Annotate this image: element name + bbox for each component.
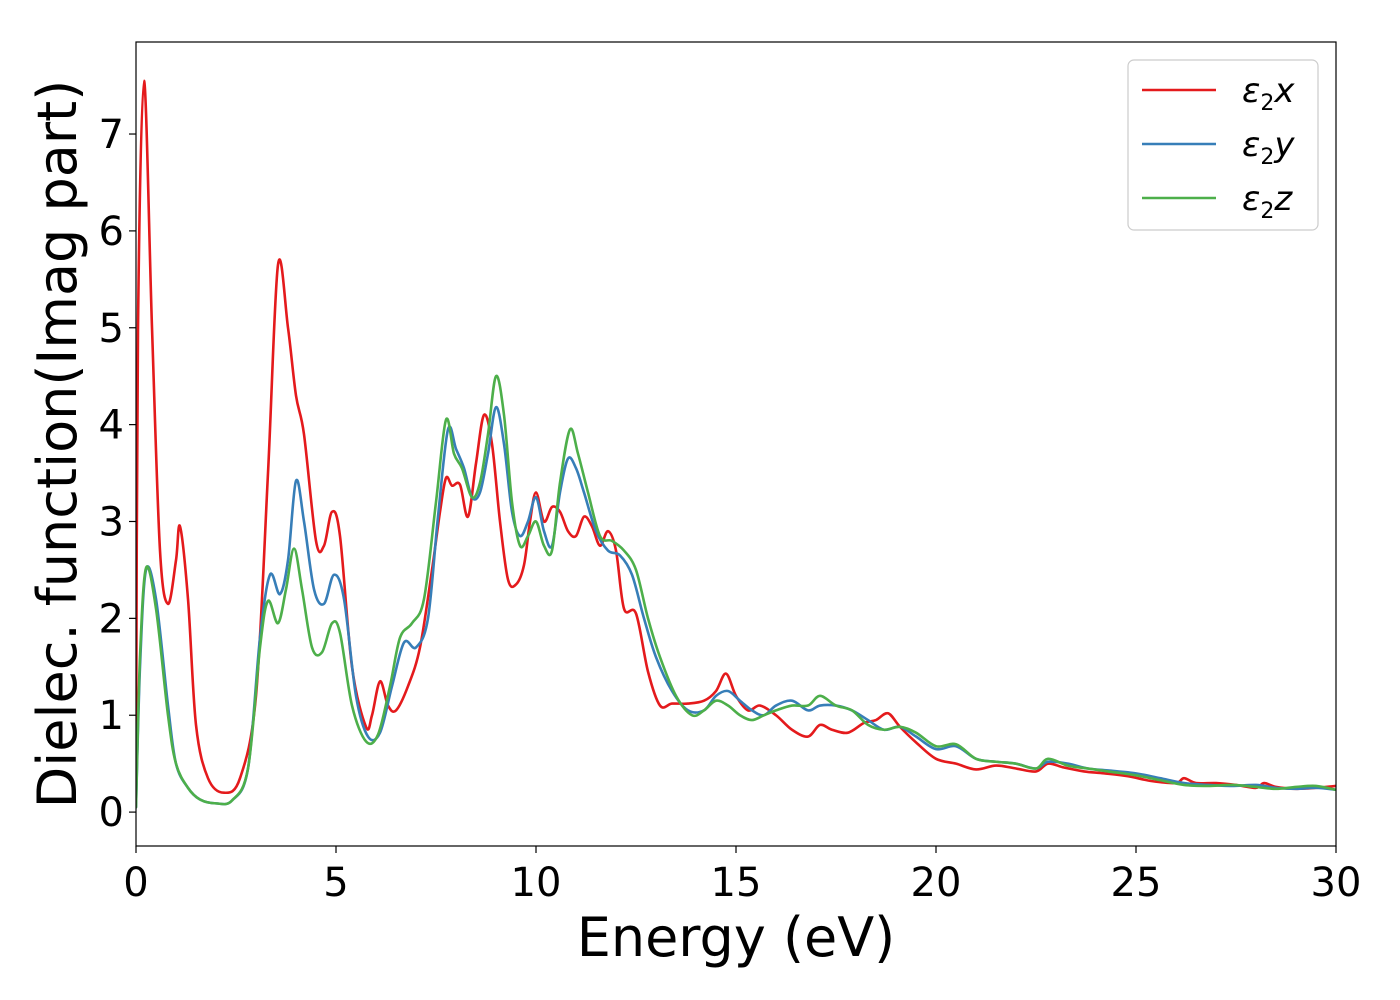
x-axis-title: Energy (eV) [577, 906, 896, 969]
x-tick-label: 25 [1111, 860, 1162, 906]
x-tick-label: 5 [323, 860, 348, 906]
x-tick-label: 0 [123, 860, 148, 906]
y-tick-label: 6 [99, 209, 124, 255]
x-tick-label: 20 [911, 860, 962, 906]
y-tick-label: 7 [99, 112, 124, 158]
y-tick-label: 3 [99, 499, 124, 545]
series-line-z [136, 374, 1336, 809]
y-tick-label: 2 [99, 596, 124, 642]
x-tick-label: 15 [711, 860, 762, 906]
series-layer [136, 79, 1336, 809]
legend-label-z: ε2z [1242, 179, 1293, 224]
series-line-y [136, 405, 1336, 809]
legend: ε2x ε2y ε2z [1127, 59, 1319, 231]
y-axis-title: Dielec. function(Imag part) [26, 80, 89, 809]
x-tick-label: 30 [1311, 860, 1362, 906]
y-axis-ticks: 0 1 2 3 4 5 6 7 [99, 112, 136, 836]
y-tick-label: 0 [99, 790, 124, 836]
legend-frame [1127, 59, 1319, 231]
legend-label-x: ε2x [1242, 71, 1295, 116]
x-tick-label: 10 [511, 860, 562, 906]
x-axis-ticks: 0 5 10 15 20 25 30 [123, 846, 1361, 906]
y-tick-label: 1 [99, 693, 124, 739]
y-tick-label: 4 [99, 403, 124, 449]
y-tick-label: 5 [99, 306, 124, 352]
legend-label-y: ε2y [1242, 125, 1295, 170]
